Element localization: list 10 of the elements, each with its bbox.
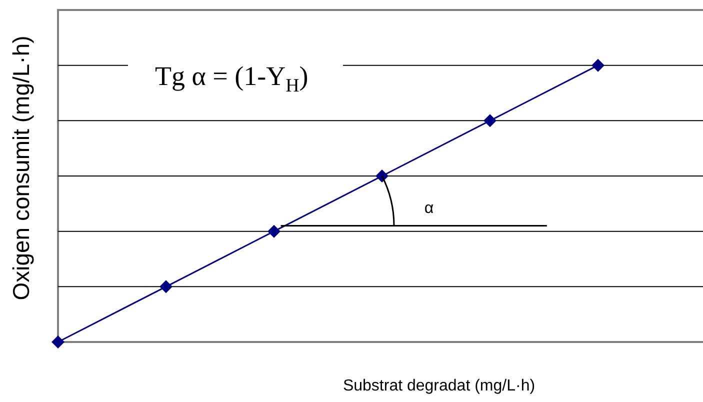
x-axis-title: Substrat degradat (mg/L·h) xyxy=(342,378,536,394)
point xyxy=(592,58,604,72)
point xyxy=(268,224,280,238)
annotation: α xyxy=(424,200,434,217)
point xyxy=(484,114,496,128)
point xyxy=(160,280,172,294)
y-axis-title: Oxigen consumit (mg/L·h) xyxy=(8,36,34,300)
point xyxy=(52,336,64,348)
annotation: Tg α = (1-Y$_{H}$) xyxy=(154,60,310,97)
point xyxy=(376,170,388,182)
